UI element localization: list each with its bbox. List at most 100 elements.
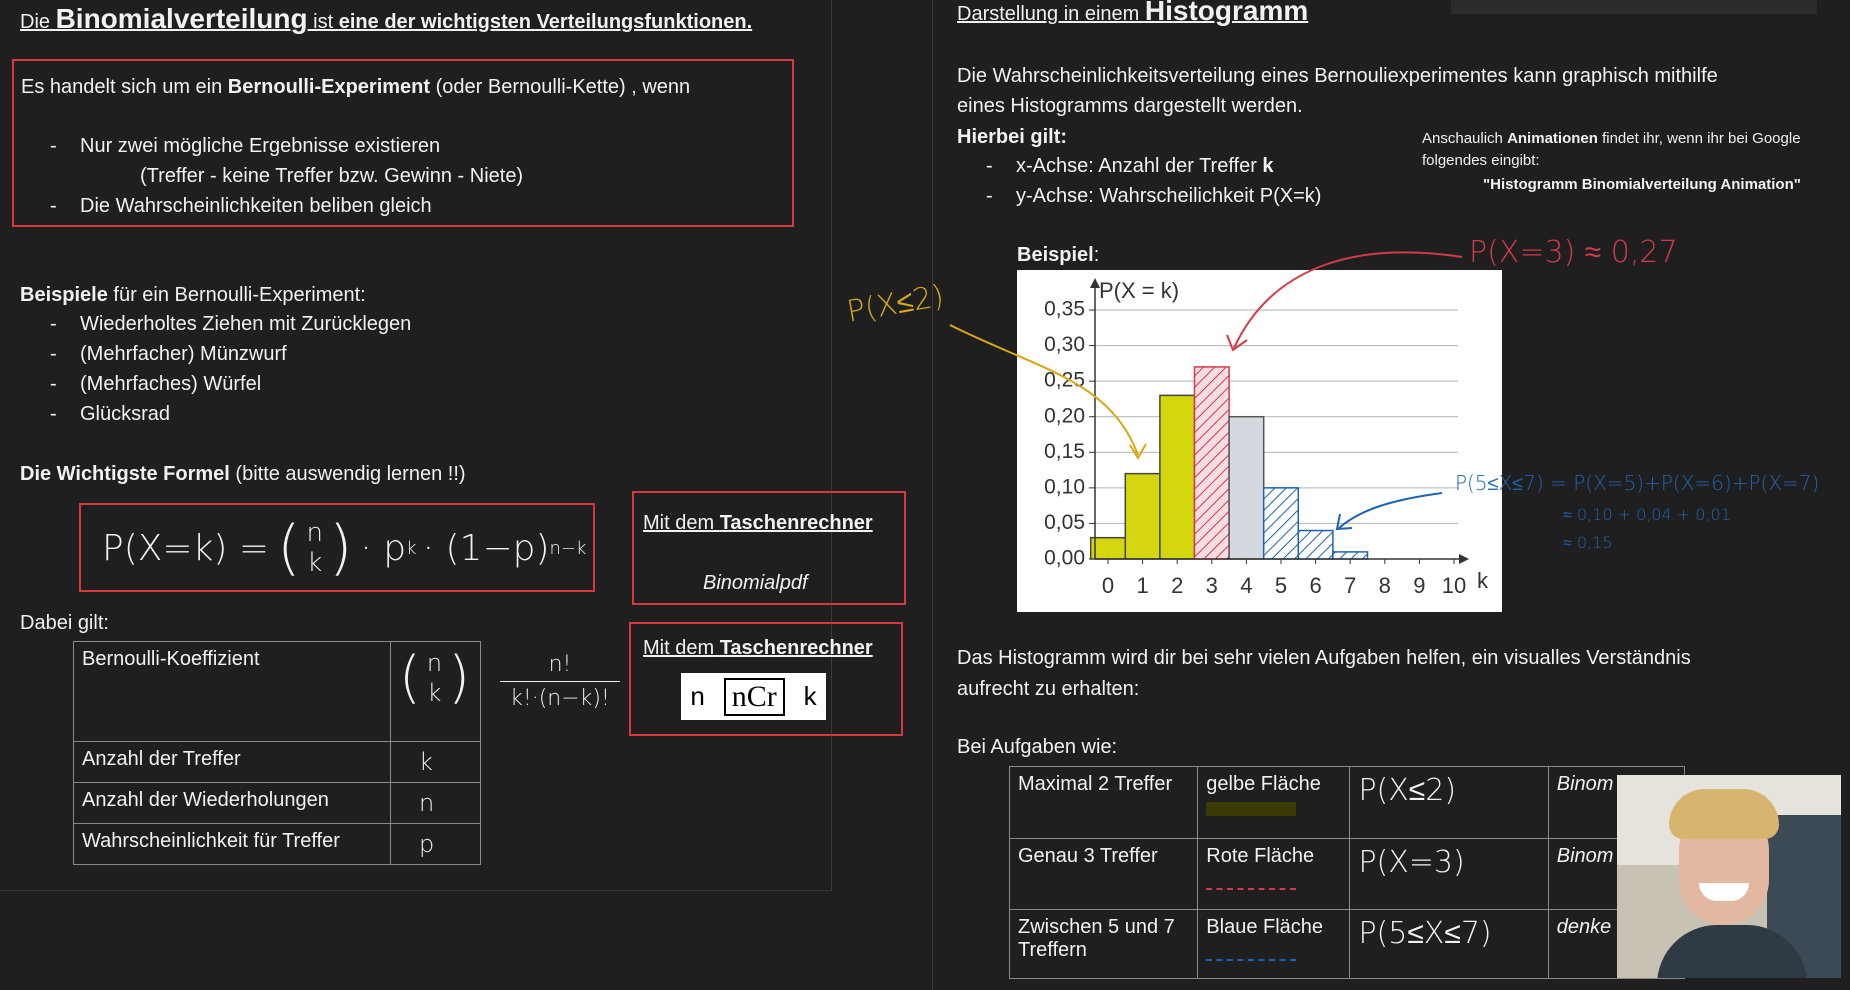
- formula-part: · (1−p): [422, 527, 550, 569]
- webcam-hair: [1669, 789, 1779, 839]
- text: (oder Bernoulli-Kette) , wenn: [430, 76, 691, 98]
- task-table: Maximal 2 Treffer gelbe Fläche P(X≤2) Binom…: [1008, 766, 1686, 979]
- bar: [1297, 529, 1334, 560]
- left-panel-border: [831, 0, 832, 891]
- webcam: [1617, 775, 1841, 978]
- text: Bernoulli-Experiment: [227, 76, 431, 98]
- fraction: n! k!·(n−k)!: [500, 652, 620, 711]
- cell: P(5≤X≤7): [1349, 909, 1549, 979]
- x-tick-label: 8: [1379, 573, 1391, 598]
- cell-text: denke: [1556, 916, 1612, 938]
- symbol-table: Bernoulli-Koeffizient (n k) Anzahl der Tr…: [73, 641, 481, 865]
- cell-text: Binom: [1556, 773, 1614, 795]
- text: Beispiel: [1017, 244, 1094, 266]
- cell: Wahrscheinlichkeit für Treffer: [73, 823, 391, 865]
- blue-annotation: ≈ 0,10 + 0,04 + 0,01: [1563, 505, 1731, 524]
- text: (bitte auswendig lernen !!): [229, 463, 466, 485]
- cell-text: Rote Fläche: [1206, 845, 1315, 867]
- x-tick-label: 1: [1136, 573, 1148, 598]
- x-label: k: [1477, 568, 1489, 593]
- bullet: x-Achse: Anzahl der Treffer k: [1016, 153, 1274, 179]
- text: Animationen: [1507, 130, 1598, 147]
- cell-text: Maximal 2 Treffer: [1018, 773, 1173, 795]
- text: Histogramm: [1144, 0, 1309, 26]
- bullet: Nur zwei mögliche Ergebnisse existieren: [80, 135, 441, 157]
- examples-heading: Beispiele für ein Bernoulli-Experiment:: [20, 282, 366, 308]
- exponent: k: [406, 537, 417, 559]
- toolbar-strip: [1451, 0, 1817, 14]
- row: Maximal 2 Treffer gelbe Fläche P(X≤2) Binom: [1008, 766, 1686, 839]
- bar: [1159, 394, 1196, 560]
- y-label: P(X = k): [1099, 278, 1179, 303]
- x-tick-label: 0: [1102, 573, 1114, 598]
- swatch: [1206, 802, 1297, 816]
- cell: n: [390, 782, 481, 824]
- cell: Rote Fläche: [1197, 838, 1351, 910]
- webcam-smile: [1699, 883, 1749, 901]
- left-panel-bottom: [0, 890, 832, 891]
- formula-lhs: P(X=k) =: [102, 527, 270, 569]
- calc-heading: Mit dem Taschenrechner: [643, 635, 873, 661]
- cell-text: gelbe Fläche: [1206, 773, 1321, 795]
- formula-heading: Die Wichtigste Formel (bitte auswendig l…: [20, 461, 466, 487]
- text: Taschenrechner: [719, 512, 873, 534]
- formula-box: [79, 503, 595, 592]
- swatch: [1206, 874, 1297, 890]
- key: k: [803, 681, 817, 711]
- dash: -: [50, 343, 57, 365]
- x-tick-label: 10: [1442, 573, 1466, 598]
- fraction-bar: [500, 681, 620, 682]
- cell: Maximal 2 Treffer: [1008, 766, 1199, 839]
- red-annotation: P(X=3) ≈ 0,27: [1469, 235, 1678, 270]
- dash: -: [986, 155, 993, 177]
- formula-part: · p: [360, 527, 407, 569]
- cell: P(X=3): [1349, 838, 1549, 910]
- y-tick-label: 0,20: [1044, 404, 1085, 427]
- intro: Es handelt sich um ein Bernoulli-Experim…: [21, 74, 690, 100]
- cell-text: P(X≤2): [1358, 773, 1457, 808]
- x-tick-label: 6: [1309, 573, 1321, 598]
- x-tick-label: 7: [1344, 573, 1356, 598]
- note-query: "Histogramm Binomialverteilung Animation…: [1483, 176, 1801, 193]
- x-tick-label: 9: [1413, 573, 1425, 598]
- note: Anschaulich Animationen findet ihr, wenn…: [1422, 128, 1801, 172]
- text: Beispiele: [20, 284, 108, 306]
- cell: Bernoulli-Koeffizient: [73, 641, 391, 742]
- x-tick-label: 5: [1275, 573, 1287, 598]
- cell: P(X≤2): [1349, 766, 1549, 839]
- swatch: [1206, 945, 1297, 961]
- bullet: y-Achse: Wahrscheilichkeit P(X=k): [1016, 185, 1322, 207]
- calc-box: [632, 491, 906, 605]
- title-part: Binomialverteilung: [55, 3, 308, 34]
- calc-box: [629, 622, 903, 736]
- dash: -: [50, 403, 57, 425]
- cell: p: [390, 823, 481, 865]
- bullet: (Treffer - keine Treffer bzw. Gewinn - N…: [140, 165, 524, 187]
- binom-top: n: [426, 649, 443, 677]
- binomial: (n k): [399, 645, 470, 710]
- binom-top: n: [306, 518, 323, 548]
- paragraph: Die Wahrscheinlichkeitsverteilung eines …: [957, 65, 1718, 87]
- text: Die Wichtigste Formel: [20, 463, 230, 485]
- bar: [1124, 472, 1161, 560]
- x-tick-label: 4: [1240, 573, 1252, 598]
- calc-function: Binomialpdf: [703, 572, 808, 594]
- cell: gelbe Fläche: [1197, 766, 1351, 839]
- right-title: Darstellung in einem Histogramm: [957, 0, 1308, 27]
- cell-text: P(X=3): [1358, 845, 1465, 880]
- dash: -: [50, 195, 57, 217]
- blue-annotation: ≈ 0,15: [1563, 533, 1613, 552]
- y-tick-label: 0,10: [1044, 475, 1085, 498]
- y-axis-arrow: [1090, 278, 1100, 288]
- calc-heading: Mit dem Taschenrechner: [643, 510, 873, 536]
- definition-box: [12, 59, 794, 227]
- dabei: Dabei gilt:: [20, 612, 109, 634]
- x-tick-label: 2: [1171, 573, 1183, 598]
- dash: -: [986, 185, 993, 207]
- bar: [1193, 366, 1230, 560]
- paragraph: eines Histogramms dargestellt werden.: [957, 95, 1303, 117]
- title-part: ist: [307, 11, 339, 33]
- title-part: eine der wichtigsten Verteilungsfunktion…: [338, 11, 753, 33]
- y-tick-label: 0,35: [1044, 298, 1085, 321]
